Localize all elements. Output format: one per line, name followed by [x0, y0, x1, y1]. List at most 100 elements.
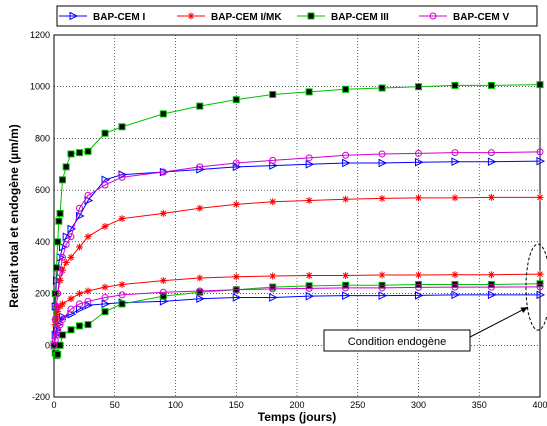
legend-item: BAP-CEM I: [59, 11, 145, 23]
data-point: [101, 308, 109, 316]
data-point: [451, 271, 459, 279]
legend-marker: [69, 11, 79, 21]
data-point: [269, 90, 277, 98]
data-point: [159, 288, 167, 296]
data-point: [305, 159, 315, 169]
data-point: [84, 287, 92, 295]
x-tick-label: 0: [51, 400, 56, 410]
data-point: [51, 290, 59, 298]
x-tick-label: 350: [472, 400, 487, 410]
data-point: [196, 165, 205, 174]
data-point: [415, 194, 422, 202]
data-point: [415, 83, 422, 91]
data-point: [232, 159, 240, 167]
data-point: [232, 286, 240, 294]
data-point: [415, 149, 422, 157]
data-point: [451, 81, 459, 89]
data-point: [51, 315, 59, 323]
data-point: [342, 284, 350, 292]
data-point: [305, 154, 313, 162]
x-tick-label: 200: [289, 400, 304, 410]
data-point: [76, 204, 84, 212]
annotation: Condition endogène: [323, 243, 547, 352]
series-line: [53, 283, 541, 357]
data-point: [378, 291, 388, 300]
data-point: [59, 300, 67, 308]
data-point: [536, 193, 544, 201]
annotation-text: Condition endogène: [348, 336, 446, 348]
series-line: [53, 273, 541, 346]
data-point: [232, 293, 242, 302]
data-point: [84, 233, 92, 241]
data-point: [159, 292, 167, 300]
data-point: [159, 110, 167, 118]
data-point: [342, 291, 351, 300]
data-point: [232, 200, 240, 208]
data-point: [59, 253, 67, 261]
data-point: [62, 163, 70, 171]
series-2: [50, 193, 544, 349]
legend-label: BAP-CEM I/MK: [211, 12, 282, 23]
data-point: [76, 322, 84, 330]
data-point: [118, 215, 126, 223]
data-point: [305, 88, 313, 96]
data-point: [487, 193, 495, 201]
data-point: [54, 350, 62, 358]
data-point: [378, 284, 386, 292]
data-point: [67, 295, 75, 303]
data-point: [196, 294, 205, 304]
data-point: [76, 243, 84, 251]
data-point: [487, 290, 497, 300]
data-point: [415, 271, 422, 279]
data-point: [232, 96, 240, 104]
y-tick-label: 1200: [30, 30, 50, 40]
data-point: [118, 281, 126, 289]
data-point: [536, 270, 544, 278]
data-point: [59, 331, 67, 339]
legend-label: BAP-CEM I: [93, 12, 145, 23]
tick-labels: 0 50 100 150 200 250 300 350 400-200020040060080…: [30, 30, 547, 410]
annotation-ellipse: [525, 243, 547, 331]
data-point: [50, 341, 58, 349]
data-point: [269, 293, 278, 302]
data-point: [62, 240, 70, 248]
data-point: [67, 305, 75, 313]
data-point: [101, 283, 109, 291]
legend-marker: [187, 12, 195, 20]
x-tick-label: 400: [532, 400, 547, 410]
data-point: [59, 176, 67, 184]
data-point: [101, 293, 109, 301]
data-point: [536, 290, 546, 300]
data-point: [52, 331, 60, 339]
data-point: [536, 156, 546, 166]
data-point: [67, 233, 75, 241]
data-point: [55, 217, 63, 225]
data-point: [67, 253, 75, 261]
data-point: [305, 271, 313, 279]
x-tick-label: 50: [110, 400, 120, 410]
data-point: [378, 150, 386, 158]
data-point: [76, 300, 84, 308]
data-point: [487, 271, 495, 279]
data-point: [305, 196, 313, 204]
data-point: [342, 271, 350, 279]
data-point: [84, 297, 92, 305]
legend-label: BAP-CEM III: [331, 12, 389, 23]
data-point: [378, 194, 386, 202]
data-point: [451, 283, 459, 291]
data-point: [54, 308, 62, 316]
legend-label: BAP-CEM V: [453, 12, 509, 23]
y-axis-title: Retrait total et endogène (µm/m): [7, 124, 21, 308]
x-tick-label: 100: [168, 400, 183, 410]
y-tick-label: 600: [35, 185, 50, 195]
data-point: [159, 209, 167, 217]
legend-item: BAP-CEM I/MK: [177, 12, 282, 23]
data-point: [56, 209, 64, 217]
data-point: [76, 290, 84, 298]
data-point: [84, 147, 92, 155]
data-point: [118, 173, 126, 181]
data-point: [536, 283, 544, 291]
data-point: [451, 194, 459, 202]
data-point: [76, 211, 85, 221]
